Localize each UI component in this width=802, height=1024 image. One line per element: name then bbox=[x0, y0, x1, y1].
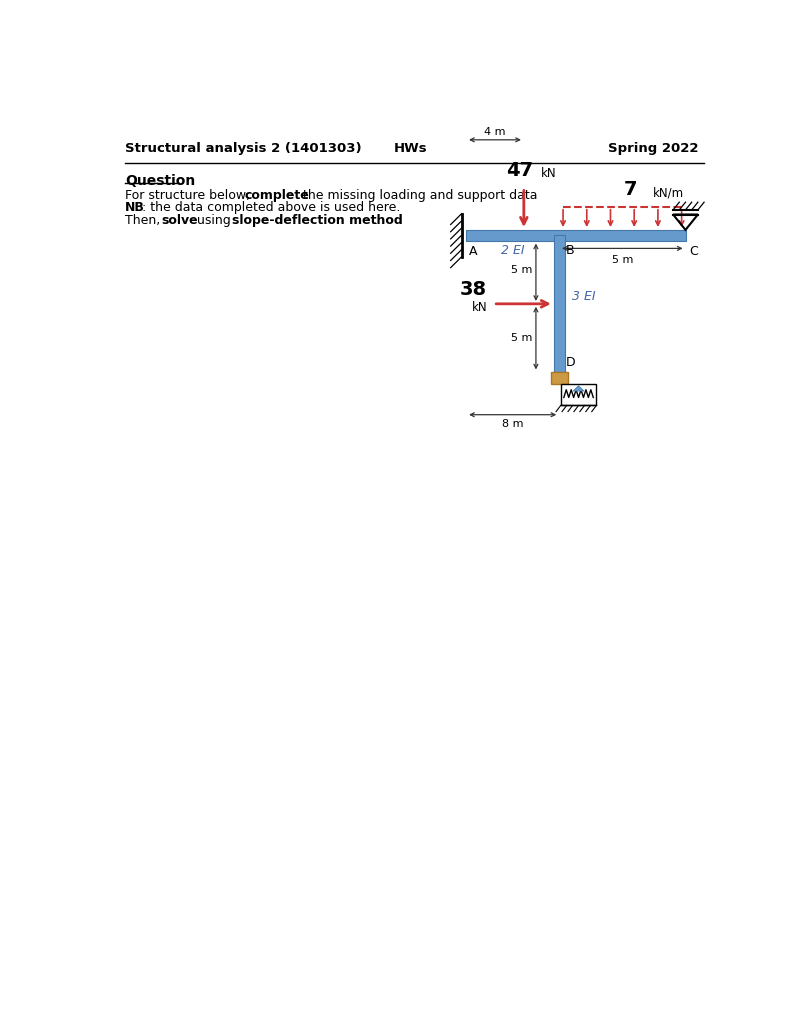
Text: Spring 2022: Spring 2022 bbox=[607, 142, 698, 156]
Text: 2 EI: 2 EI bbox=[500, 244, 524, 257]
Text: 5 m: 5 m bbox=[510, 264, 532, 274]
Text: 4 m: 4 m bbox=[484, 127, 505, 137]
Text: Question: Question bbox=[125, 174, 195, 187]
Text: Structural analysis 2 (1401303): Structural analysis 2 (1401303) bbox=[125, 142, 362, 156]
Text: solve: solve bbox=[161, 214, 198, 226]
Bar bbox=[560, 384, 596, 406]
Text: 47: 47 bbox=[506, 161, 533, 180]
Text: NB: NB bbox=[125, 202, 145, 214]
Text: kN: kN bbox=[541, 167, 556, 180]
Text: 3 EI: 3 EI bbox=[572, 290, 595, 303]
Text: 5 m: 5 m bbox=[611, 255, 632, 264]
Text: A: A bbox=[468, 245, 477, 258]
Text: slope-deflection method: slope-deflection method bbox=[232, 214, 403, 226]
Polygon shape bbox=[573, 386, 583, 391]
Bar bbox=[550, 373, 567, 384]
Text: Then,: Then, bbox=[125, 214, 164, 226]
Text: C: C bbox=[688, 245, 697, 258]
Text: 7: 7 bbox=[622, 180, 636, 199]
Text: kN: kN bbox=[471, 301, 487, 313]
Text: the missing loading and support data: the missing loading and support data bbox=[298, 189, 537, 202]
Text: kN/m: kN/m bbox=[653, 186, 683, 199]
Bar bbox=[466, 230, 685, 241]
Text: using: using bbox=[193, 214, 235, 226]
Text: 8 m: 8 m bbox=[501, 420, 523, 429]
Text: For structure below,: For structure below, bbox=[125, 189, 254, 202]
Text: D: D bbox=[565, 356, 574, 370]
Text: complete: complete bbox=[245, 189, 309, 202]
Text: B: B bbox=[565, 244, 573, 257]
Text: HWs: HWs bbox=[393, 142, 427, 156]
Text: : the data completed above is used here.: : the data completed above is used here. bbox=[142, 202, 400, 214]
Text: 5 m: 5 m bbox=[510, 333, 532, 343]
Text: .: . bbox=[373, 214, 377, 226]
Bar bbox=[553, 236, 564, 373]
Text: 38: 38 bbox=[460, 281, 487, 299]
